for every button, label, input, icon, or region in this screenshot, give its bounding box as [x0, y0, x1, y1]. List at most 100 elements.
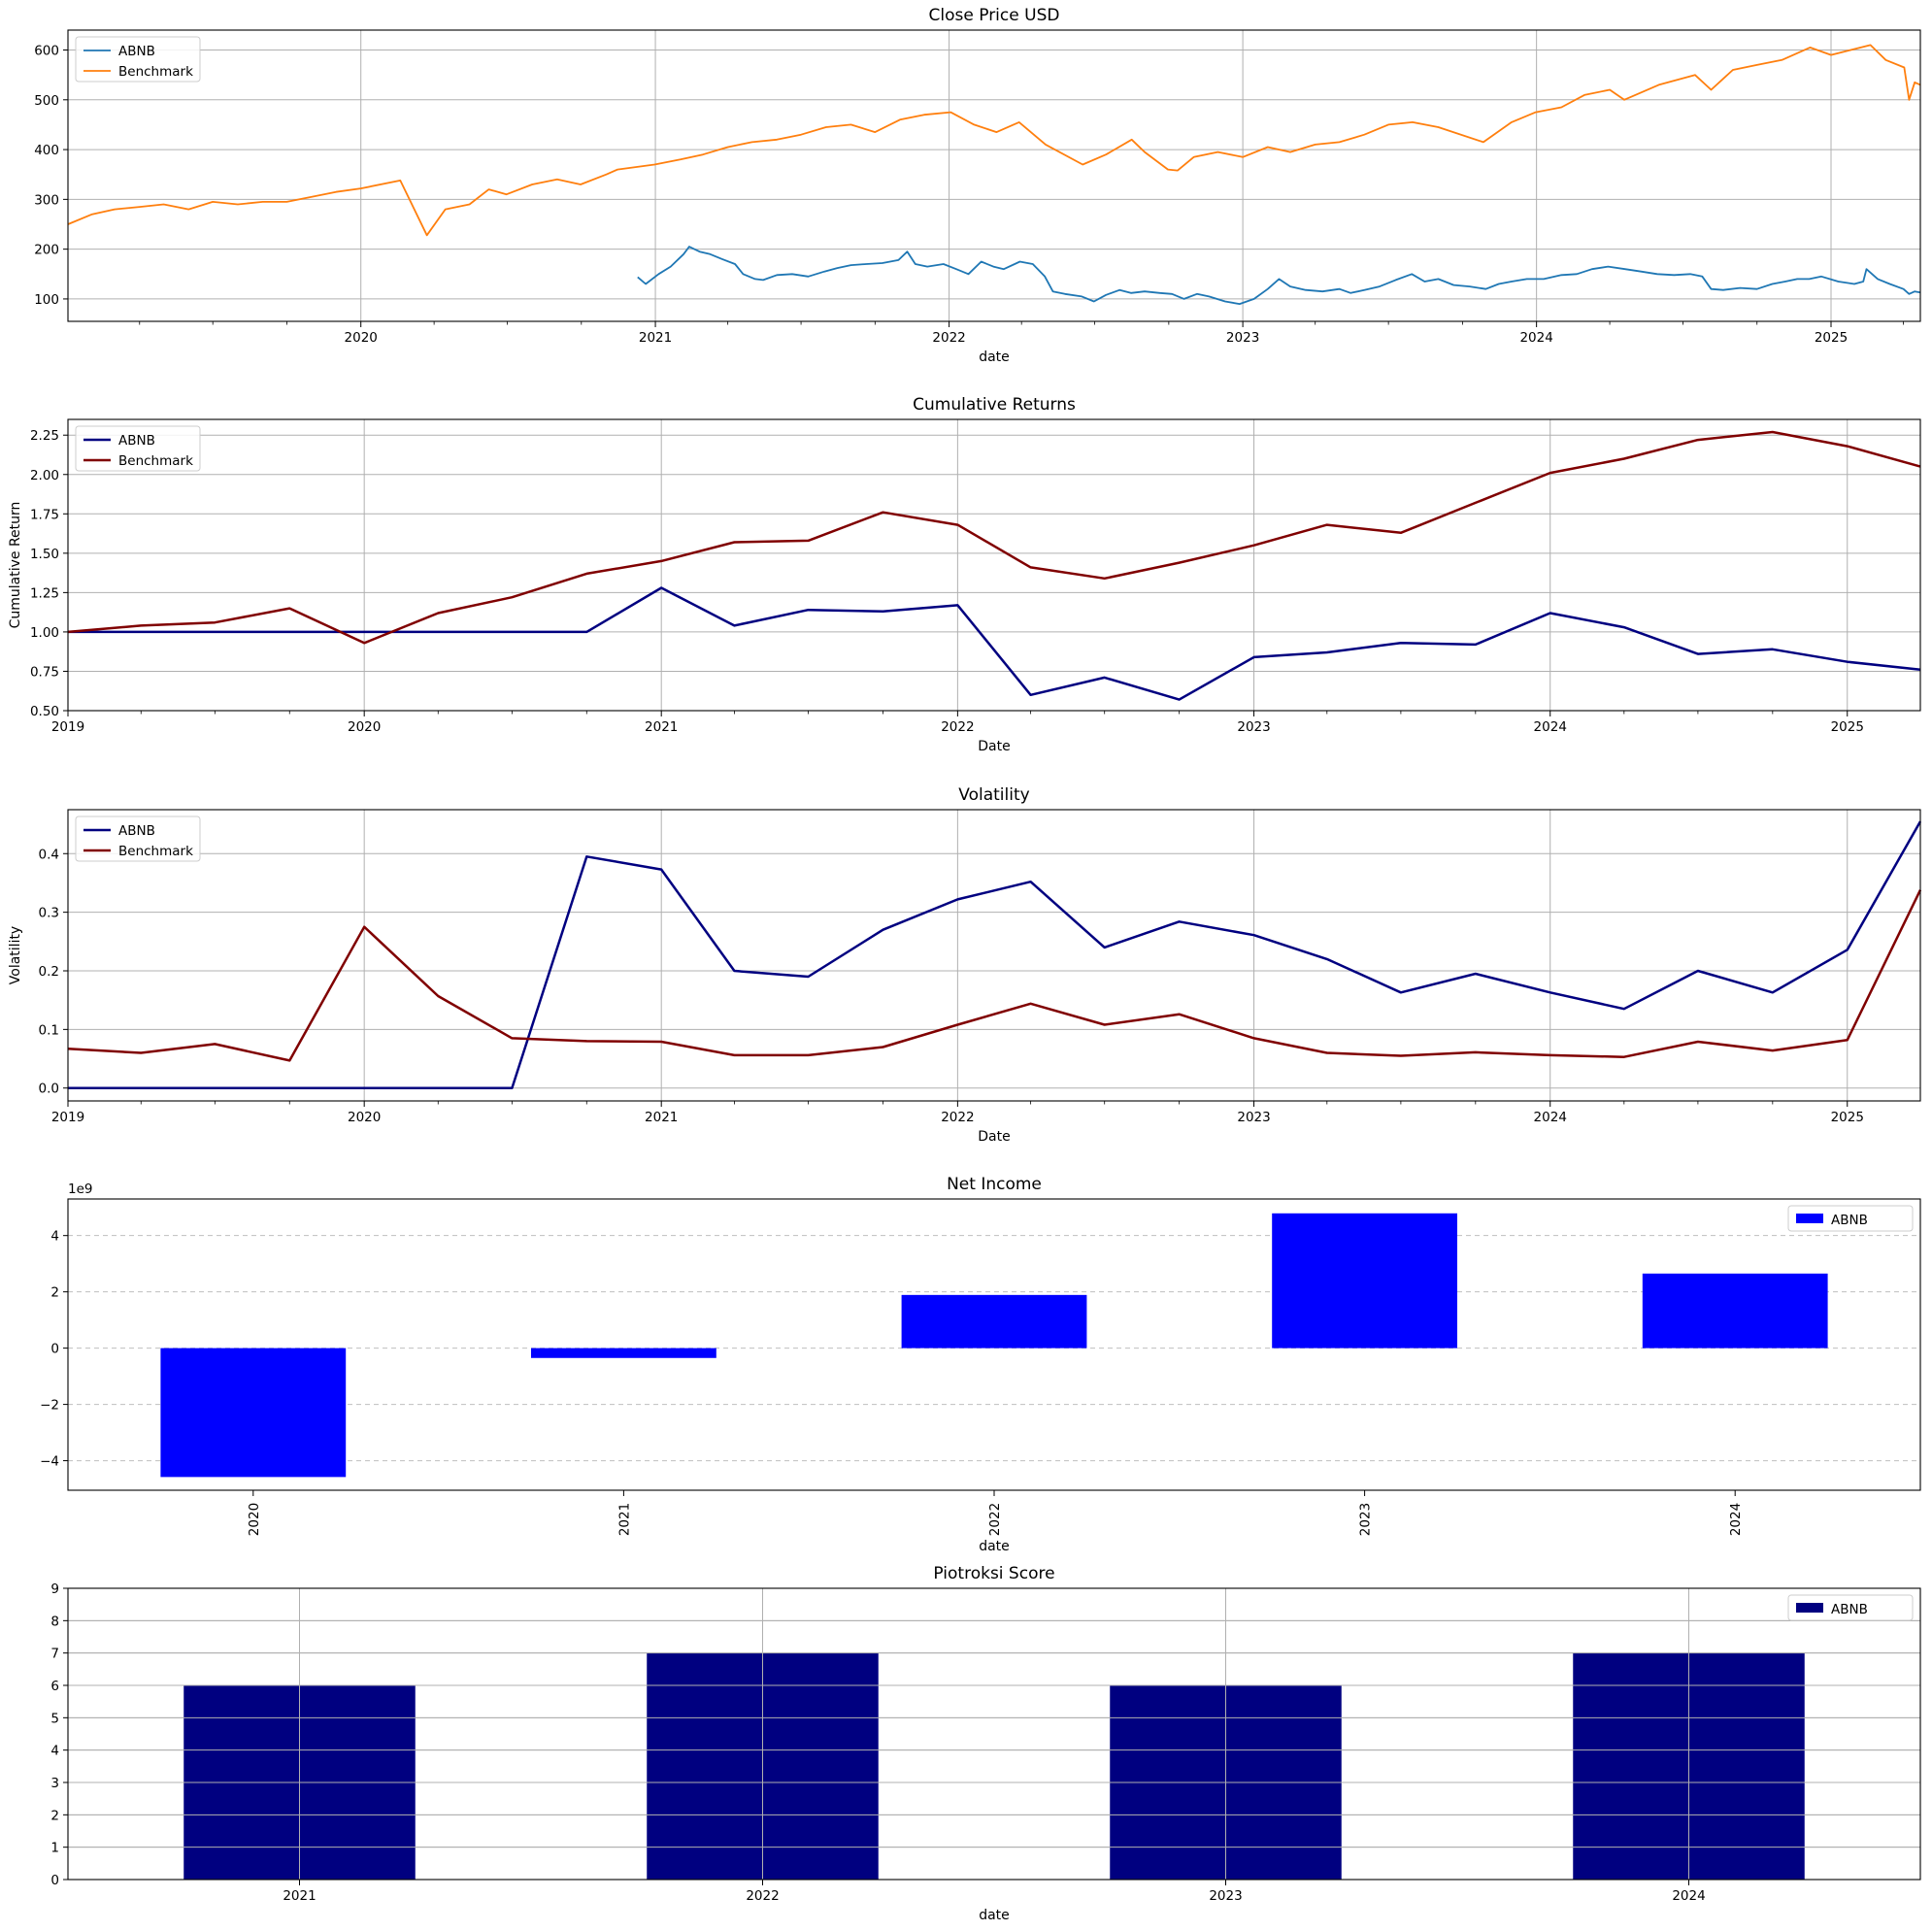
y-tick-label: 3 — [50, 1776, 59, 1791]
x-tick-label: 2023 — [1209, 1888, 1242, 1904]
x-tick-label: 2019 — [51, 719, 84, 735]
legend-label: ABNB — [118, 44, 155, 59]
y-tick-label: 1.00 — [30, 625, 59, 641]
bar-2021 — [531, 1348, 716, 1358]
x-tick-label: 2021 — [283, 1888, 316, 1904]
y-tick-label: 0 — [50, 1342, 59, 1357]
bar-2020 — [160, 1348, 347, 1478]
x-tick-label: 2024 — [1534, 719, 1567, 735]
y-tick-label: −4 — [40, 1454, 59, 1470]
x-tick-label: 2025 — [1815, 330, 1848, 346]
y-tick-label: 7 — [50, 1647, 59, 1662]
chart-piotroski: 0 1 2 3 4 5 6 7 8 9 2021 2022 2023 2024 ABNB Piotroksi … — [50, 1564, 1921, 1923]
legend-box — [1787, 1594, 1914, 1621]
x-tick-label: 2024 — [1534, 1110, 1567, 1125]
x-tick-label: 2021 — [645, 1110, 678, 1125]
y-tick-label: 8 — [50, 1614, 59, 1629]
legend-swatch — [1796, 1603, 1823, 1613]
series-line-abnb — [68, 820, 1922, 1089]
y-tick-label: 1.75 — [30, 507, 59, 522]
y-tick-label: 200 — [34, 243, 59, 258]
y-tick-label: 0.1 — [39, 1022, 59, 1038]
series-line-benchmark — [67, 44, 1921, 237]
legend-label: Benchmark — [118, 64, 193, 80]
legend: ABNB Benchmark — [75, 816, 201, 862]
y-tick-label: 5 — [50, 1711, 59, 1726]
chart-title: Net Income — [947, 1175, 1042, 1194]
y-tick-label: 0.50 — [30, 704, 59, 719]
bar-2023 — [1272, 1213, 1457, 1348]
x-tick-label: 2023 — [1237, 719, 1270, 735]
legend-label: Benchmark — [118, 453, 193, 469]
x-tick-label: 2020 — [345, 330, 378, 346]
axis-offset-label: 1e9 — [68, 1182, 92, 1197]
y-tick-label: 2 — [50, 1285, 59, 1301]
chart-title: Close Price USD — [929, 6, 1060, 25]
chart-cumret: 0.50 0.75 1.00 1.25 1.50 1.75 2.00 2.25 2019 2020… — [8, 395, 1921, 754]
y-tick-label: 1.25 — [30, 585, 59, 601]
x-tick-label: 2025 — [1831, 1110, 1864, 1125]
y-tick-label: 4 — [50, 1229, 59, 1245]
bar-2024 — [1642, 1273, 1828, 1348]
series-line-benchmark — [67, 430, 1921, 645]
chart-title: Piotroksi Score — [933, 1564, 1054, 1583]
chart-close: 100 200 300 400 500 600 2020 2021 2022 2023 2024 20… — [34, 6, 1921, 365]
y-tick-label: 0.0 — [39, 1082, 59, 1097]
x-tick-label: 2024 — [1728, 1503, 1744, 1536]
legend: ABNB Benchmark — [75, 36, 201, 83]
x-tick-label: 2019 — [51, 1110, 84, 1125]
chart-netincome: −4 −2 0 2 4 2020 2021 2022 2023 2024 ABNB Net Incom… — [40, 1175, 1921, 1554]
legend-swatch — [1796, 1214, 1823, 1223]
legend-label: ABNB — [1831, 1602, 1868, 1617]
y-tick-label: 100 — [34, 292, 59, 308]
x-tick-label: 2022 — [941, 719, 974, 735]
legend: ABNB — [1787, 1205, 1914, 1232]
x-tick-label: 2022 — [932, 330, 965, 346]
y-tick-label: 600 — [34, 44, 59, 59]
x-tick-label: 2022 — [746, 1888, 779, 1904]
x-tick-label: 2025 — [1831, 719, 1864, 735]
chart-title: Volatility — [958, 785, 1029, 805]
y-axis-label: Cumulative Return — [8, 502, 23, 629]
legend-label: ABNB — [118, 823, 155, 839]
x-tick-label: 2023 — [1226, 330, 1259, 346]
y-tick-label: 4 — [50, 1744, 59, 1759]
legend-box — [1787, 1205, 1914, 1232]
y-tick-label: 0.75 — [30, 664, 59, 680]
y-tick-label: 400 — [34, 143, 59, 158]
x-tick-label: 2022 — [941, 1110, 974, 1125]
y-tick-label: −2 — [40, 1398, 59, 1414]
x-axis-label: Date — [978, 739, 1010, 754]
bar-2022 — [901, 1294, 1087, 1348]
y-tick-label: 1 — [50, 1841, 59, 1856]
legend: ABNB Benchmark — [75, 425, 201, 472]
x-tick-label: 2020 — [348, 719, 381, 735]
y-tick-label: 300 — [34, 192, 59, 208]
legend-label: ABNB — [1831, 1213, 1868, 1228]
y-tick-label: 0.3 — [39, 906, 59, 921]
series-line-abnb — [68, 586, 1921, 701]
x-axis-label: date — [979, 1908, 1010, 1923]
x-axis-label: Date — [978, 1129, 1010, 1145]
legend-label: Benchmark — [118, 844, 193, 859]
y-tick-label: 2.00 — [30, 468, 59, 483]
y-tick-label: 9 — [50, 1581, 59, 1597]
x-axis-label: date — [979, 1539, 1010, 1554]
y-tick-label: 6 — [50, 1679, 59, 1694]
x-tick-label: 2024 — [1672, 1888, 1705, 1904]
x-tick-label: 2021 — [616, 1503, 632, 1536]
y-tick-label: 1.50 — [30, 547, 59, 562]
y-tick-label: 2.25 — [30, 428, 59, 444]
series-line-abnb — [637, 246, 1921, 306]
axes-piotroski-frame — [67, 1587, 1921, 1881]
legend-label: ABNB — [118, 433, 155, 449]
axes-netincome-frame — [67, 1198, 1921, 1491]
x-tick-label: 2021 — [645, 719, 678, 735]
x-tick-label: 2020 — [247, 1503, 262, 1536]
y-tick-label: 2 — [50, 1808, 59, 1823]
axes-close-frame — [67, 29, 1921, 322]
axes-cumret-frame — [67, 418, 1921, 712]
x-tick-label: 2020 — [348, 1110, 381, 1125]
legend: ABNB — [1787, 1594, 1914, 1621]
